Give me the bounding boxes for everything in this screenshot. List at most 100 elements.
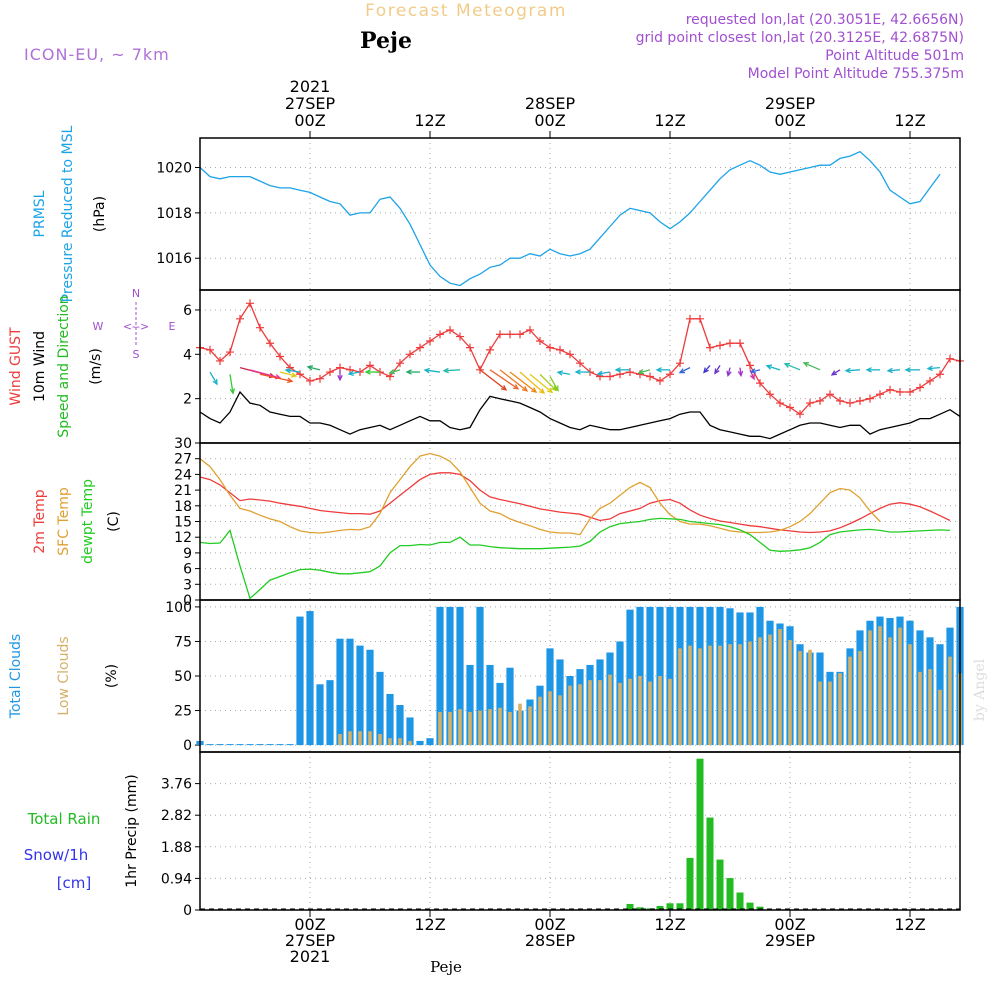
- low-cloud-bar: [478, 710, 482, 746]
- ytick-label: 3.76: [161, 777, 192, 793]
- total-cloud-bar: [416, 740, 424, 746]
- ytick-label: 2: [183, 392, 192, 408]
- low-cloud-bar: [548, 691, 552, 746]
- gust-marker: [576, 359, 584, 368]
- top-time-label: 12Z: [894, 111, 925, 130]
- total-cloud-bar: [376, 671, 384, 746]
- wind-direction-arrow: [766, 365, 781, 371]
- wind-direction-arrow: [549, 376, 559, 391]
- gust-marker: [846, 399, 854, 408]
- low-cloud-bar: [938, 689, 942, 746]
- wind-arrow-head: [553, 385, 559, 392]
- low-cloud-bar: [758, 637, 762, 746]
- gust-marker: [606, 372, 614, 381]
- gust-marker: [476, 365, 484, 374]
- ylabel-precip: 1hr Precip (mm): [124, 774, 140, 887]
- top-time-label: 12Z: [654, 111, 685, 130]
- low-cloud-bar: [528, 706, 532, 746]
- rain-bar: [706, 817, 714, 910]
- pressure-line: [199, 150, 941, 287]
- gust-marker: [546, 343, 554, 352]
- compass-w: W: [93, 320, 104, 333]
- low-cloud-bar: [488, 709, 492, 746]
- wind-arrow-head: [284, 367, 291, 374]
- low-cloud-bar: [638, 676, 642, 746]
- gust-marker: [876, 390, 884, 399]
- rain-bar: [716, 859, 724, 910]
- low-cloud-bar: [948, 656, 952, 746]
- rain-bar: [736, 892, 744, 910]
- gust-marker: [776, 399, 784, 408]
- ytick-label: 4: [183, 347, 192, 363]
- total-cloud-bar: [366, 649, 374, 746]
- wind-direction-arrow: [557, 371, 571, 375]
- bottom-time-label: 29SEP: [765, 931, 816, 950]
- gust-marker: [256, 323, 264, 332]
- ytick-label: 24: [174, 467, 192, 483]
- wind-arrow-head: [442, 367, 449, 374]
- low-cloud-bar: [668, 678, 672, 746]
- wind-arrow-head: [783, 362, 791, 368]
- bottom-time-label: 28SEP: [525, 931, 576, 950]
- ytick-label: 2.82: [161, 808, 192, 824]
- low-cloud-bar: [408, 740, 412, 746]
- rain-bar: [636, 907, 644, 910]
- gust-marker: [936, 370, 944, 379]
- total-cloud-bar: [346, 638, 354, 746]
- side-label: [cm]: [57, 874, 92, 892]
- total-cloud-bar: [486, 664, 494, 746]
- wind-arrow-head: [765, 364, 773, 370]
- ytick-label: 18: [174, 499, 192, 515]
- ylabel-wind: Speed and Direction: [56, 295, 72, 437]
- ytick-label: 27: [174, 452, 192, 468]
- wind-direction-arrow: [209, 371, 218, 385]
- wind-arrow-head: [886, 367, 893, 374]
- wind-arrow-head: [714, 368, 720, 375]
- gust-marker: [746, 361, 754, 370]
- ytick-label: 75: [174, 634, 192, 650]
- gust-marker: [786, 403, 794, 412]
- wind-arrow-head: [423, 367, 430, 374]
- ytick-label: 3: [183, 577, 192, 593]
- wind-direction-arrow: [638, 369, 651, 374]
- wind-arrow-head: [637, 369, 645, 375]
- gust-marker: [766, 390, 774, 399]
- total-cloud-bar: [206, 744, 214, 746]
- top-time-label: 2021: [290, 77, 331, 96]
- top-time-label: 12Z: [414, 111, 445, 130]
- gust-marker: [836, 396, 844, 405]
- low-cloud-bar: [448, 711, 452, 746]
- total-cloud-bar: [296, 616, 304, 746]
- total-cloud-bar: [506, 667, 514, 746]
- low-cloud-bar: [558, 695, 562, 746]
- wind-direction-arrow: [597, 371, 611, 375]
- total-cloud-bar: [456, 606, 464, 746]
- ytick-label: 30: [174, 436, 192, 452]
- gust-marker: [236, 314, 244, 323]
- rain-bar: [696, 758, 704, 910]
- gust-marker: [486, 345, 494, 354]
- model-altitude: Model Point Altitude 755.375m: [748, 66, 964, 82]
- wind-arrow-head: [530, 387, 538, 393]
- ylabel-temperature: SFC Temp: [56, 487, 72, 556]
- low-cloud-bar: [628, 678, 632, 746]
- rain-bar: [666, 903, 674, 910]
- low-cloud-bar: [928, 669, 932, 746]
- ylabel-temperature: dewpt Temp: [80, 479, 96, 564]
- top-time-label: 29SEP: [765, 94, 816, 113]
- pressure-panel: 1016 1018 1020 PRMSL Pressure Reduced to MSL…: [32, 125, 961, 302]
- wind-direction-arrow: [679, 367, 691, 374]
- point-altitude: Point Altitude 501m: [825, 48, 964, 64]
- wind-direction-arrow: [348, 371, 361, 375]
- low-cloud-bar: [798, 651, 802, 746]
- total-cloud-bar: [306, 611, 314, 746]
- ylabel-wind: Wind GUST: [8, 327, 24, 406]
- wind-arrow-head: [904, 367, 911, 373]
- watermark: by Angel: [972, 658, 988, 721]
- panel-frame: [199, 751, 961, 911]
- low-cloud-bar: [648, 681, 652, 746]
- low-cloud-bar: [658, 676, 662, 746]
- rain-bar: [686, 857, 694, 910]
